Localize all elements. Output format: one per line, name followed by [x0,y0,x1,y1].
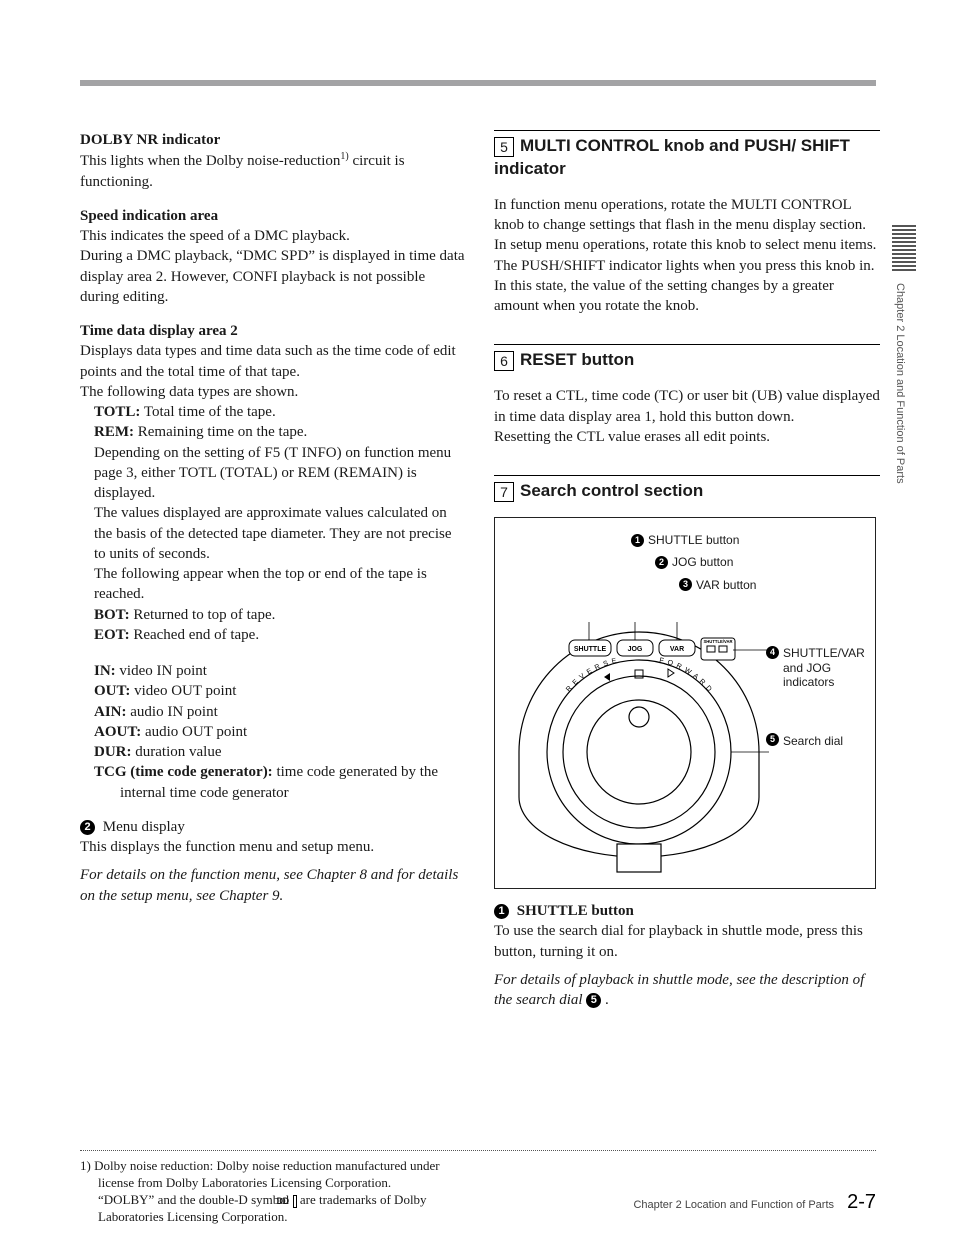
def-bot: BOT: Returned to top of tape. [94,605,466,625]
boxnum-5: 5 [494,137,514,157]
svg-text:SHUTTLE: SHUTTLE [574,646,607,653]
shuttle-button-block: 1 SHUTTLE button To use the search dial … [494,901,880,962]
shuttle-note-bullet: 5 [586,993,601,1008]
speed-head: Speed indication area [80,206,466,226]
menu-body: This displays the function menu and setu… [80,837,466,857]
boxnum-7: 7 [494,482,514,502]
section-5-body: In function menu operations, rotate the … [494,195,880,317]
search-control-figure: 1SHUTTLE button 2JOG button 3VAR button … [494,517,876,889]
side-chapter-label: Chapter 2 Location and Function of Parts [894,283,906,484]
section-6-header: 6 RESET button [494,344,880,372]
shuttle-bullet-1: 1 [494,904,509,919]
section-6-title: RESET button [520,350,634,369]
tda2-intro: Displays data types and time data such a… [80,341,466,402]
def-totl: TOTL: Total time of the tape. [94,402,466,422]
svg-text:VAR: VAR [670,646,684,653]
dolby-body: This lights when the Dolby noise-reducti… [80,150,466,192]
section-6-body: To reset a CTL, time code (TC) or user b… [494,386,880,447]
thumb-hatch [892,225,916,275]
def-rem: REM: Remaining time on the tape. [94,422,466,442]
tda2-defs-b: IN: video IN point OUT: video OUT point … [94,661,466,803]
callout-2: 2JOG button [655,554,756,570]
section-7-header: 7 Search control section [494,475,880,503]
tda2-defs-a: TOTL: Total time of the tape. REM: Remai… [94,402,466,645]
figure-callouts-top: 1SHUTTLE button 2JOG button 3VAR button [631,532,756,599]
dolby-body-pre: This lights when the Dolby noise-reducti… [80,153,340,169]
footnote-rule [80,1150,876,1151]
shuttle-crossref: For details of playback in shuttle mode,… [494,970,880,1011]
section-7-title: Search control section [520,481,703,500]
def-aout: AOUT: audio OUT point [94,722,466,742]
side-rail: Chapter 2 Location and Function of Parts [894,225,914,484]
dolby-head: DOLBY NR indicator [80,130,466,150]
footnote-1: 1) Dolby noise reduction: Dolby noise re… [80,1158,448,1226]
section-5-header: 5MULTI CONTROL knob and PUSH/ SHIFT indi… [494,130,880,181]
callout-1: 1SHUTTLE button [631,532,756,548]
footer-chapter: Chapter 2 Location and Function of Parts [633,1199,834,1211]
page-footer: Chapter 2 Location and Function of Parts… [633,1191,876,1214]
def-ain: AIN: audio IN point [94,702,466,722]
page: Chapter 2 Location and Function of Parts… [0,0,954,1244]
callout-3: 3VAR button [679,577,756,593]
callout-4: 4SHUTTLE/VAR and JOG indicators [766,646,863,689]
boxnum-6: 6 [494,351,514,371]
dolby-block: DOLBY NR indicator This lights when the … [80,130,466,192]
def-dur: DUR: duration value [94,742,466,762]
speed-block: Speed indication area This indicates the… [80,206,466,307]
shuttle-body: To use the search dial for playback in s… [494,921,880,962]
figure-callouts-right: 4SHUTTLE/VAR and JOG indicators 5Search … [766,646,863,783]
left-column: DOLBY NR indicator This lights when the … [80,130,466,1022]
menu-crossref: For details on the function menu, see Ch… [80,865,466,906]
menu-head: Menu display [99,819,185,835]
menu-head-line: 2 Menu display [80,817,466,837]
svg-text:SHUTTLE/VAR: SHUTTLE/VAR [703,639,732,644]
def-tcg: TCG (time code generator): time code gen… [94,762,466,803]
tda2-block: Time data display area 2 Displays data t… [80,321,466,803]
menu-display-block: 2 Menu display This displays the functio… [80,817,466,858]
shuttle-head: SHUTTLE button [513,903,634,919]
content-columns: DOLBY NR indicator This lights when the … [80,130,880,1022]
footer-page-number: 2-7 [847,1191,876,1213]
speed-body: This indicates the speed of a DMC playba… [80,226,466,307]
section-5-title: MULTI CONTROL knob and PUSH/ SHIFT indic… [494,136,850,178]
header-bar [80,80,876,86]
callout-5: 5Search dial [766,733,863,749]
right-column: 5MULTI CONTROL knob and PUSH/ SHIFT indi… [494,130,880,1022]
shuttle-head-line: 1 SHUTTLE button [494,901,880,921]
def-eot: EOT: Reached end of tape. [94,625,466,645]
tda2-mid: Depending on the setting of F5 (T INFO) … [94,443,466,605]
def-in: IN: video IN point [94,661,466,681]
tda2-head: Time data display area 2 [80,321,466,341]
footnote-ref-1: 1) [340,151,348,162]
svg-text:JOG: JOG [628,646,643,653]
menu-bullet-2: 2 [80,820,95,835]
def-out: OUT: video OUT point [94,681,466,701]
search-dial-diagram: R E V E R S E F O R W A R D SHUTTLE JOG … [509,622,769,882]
